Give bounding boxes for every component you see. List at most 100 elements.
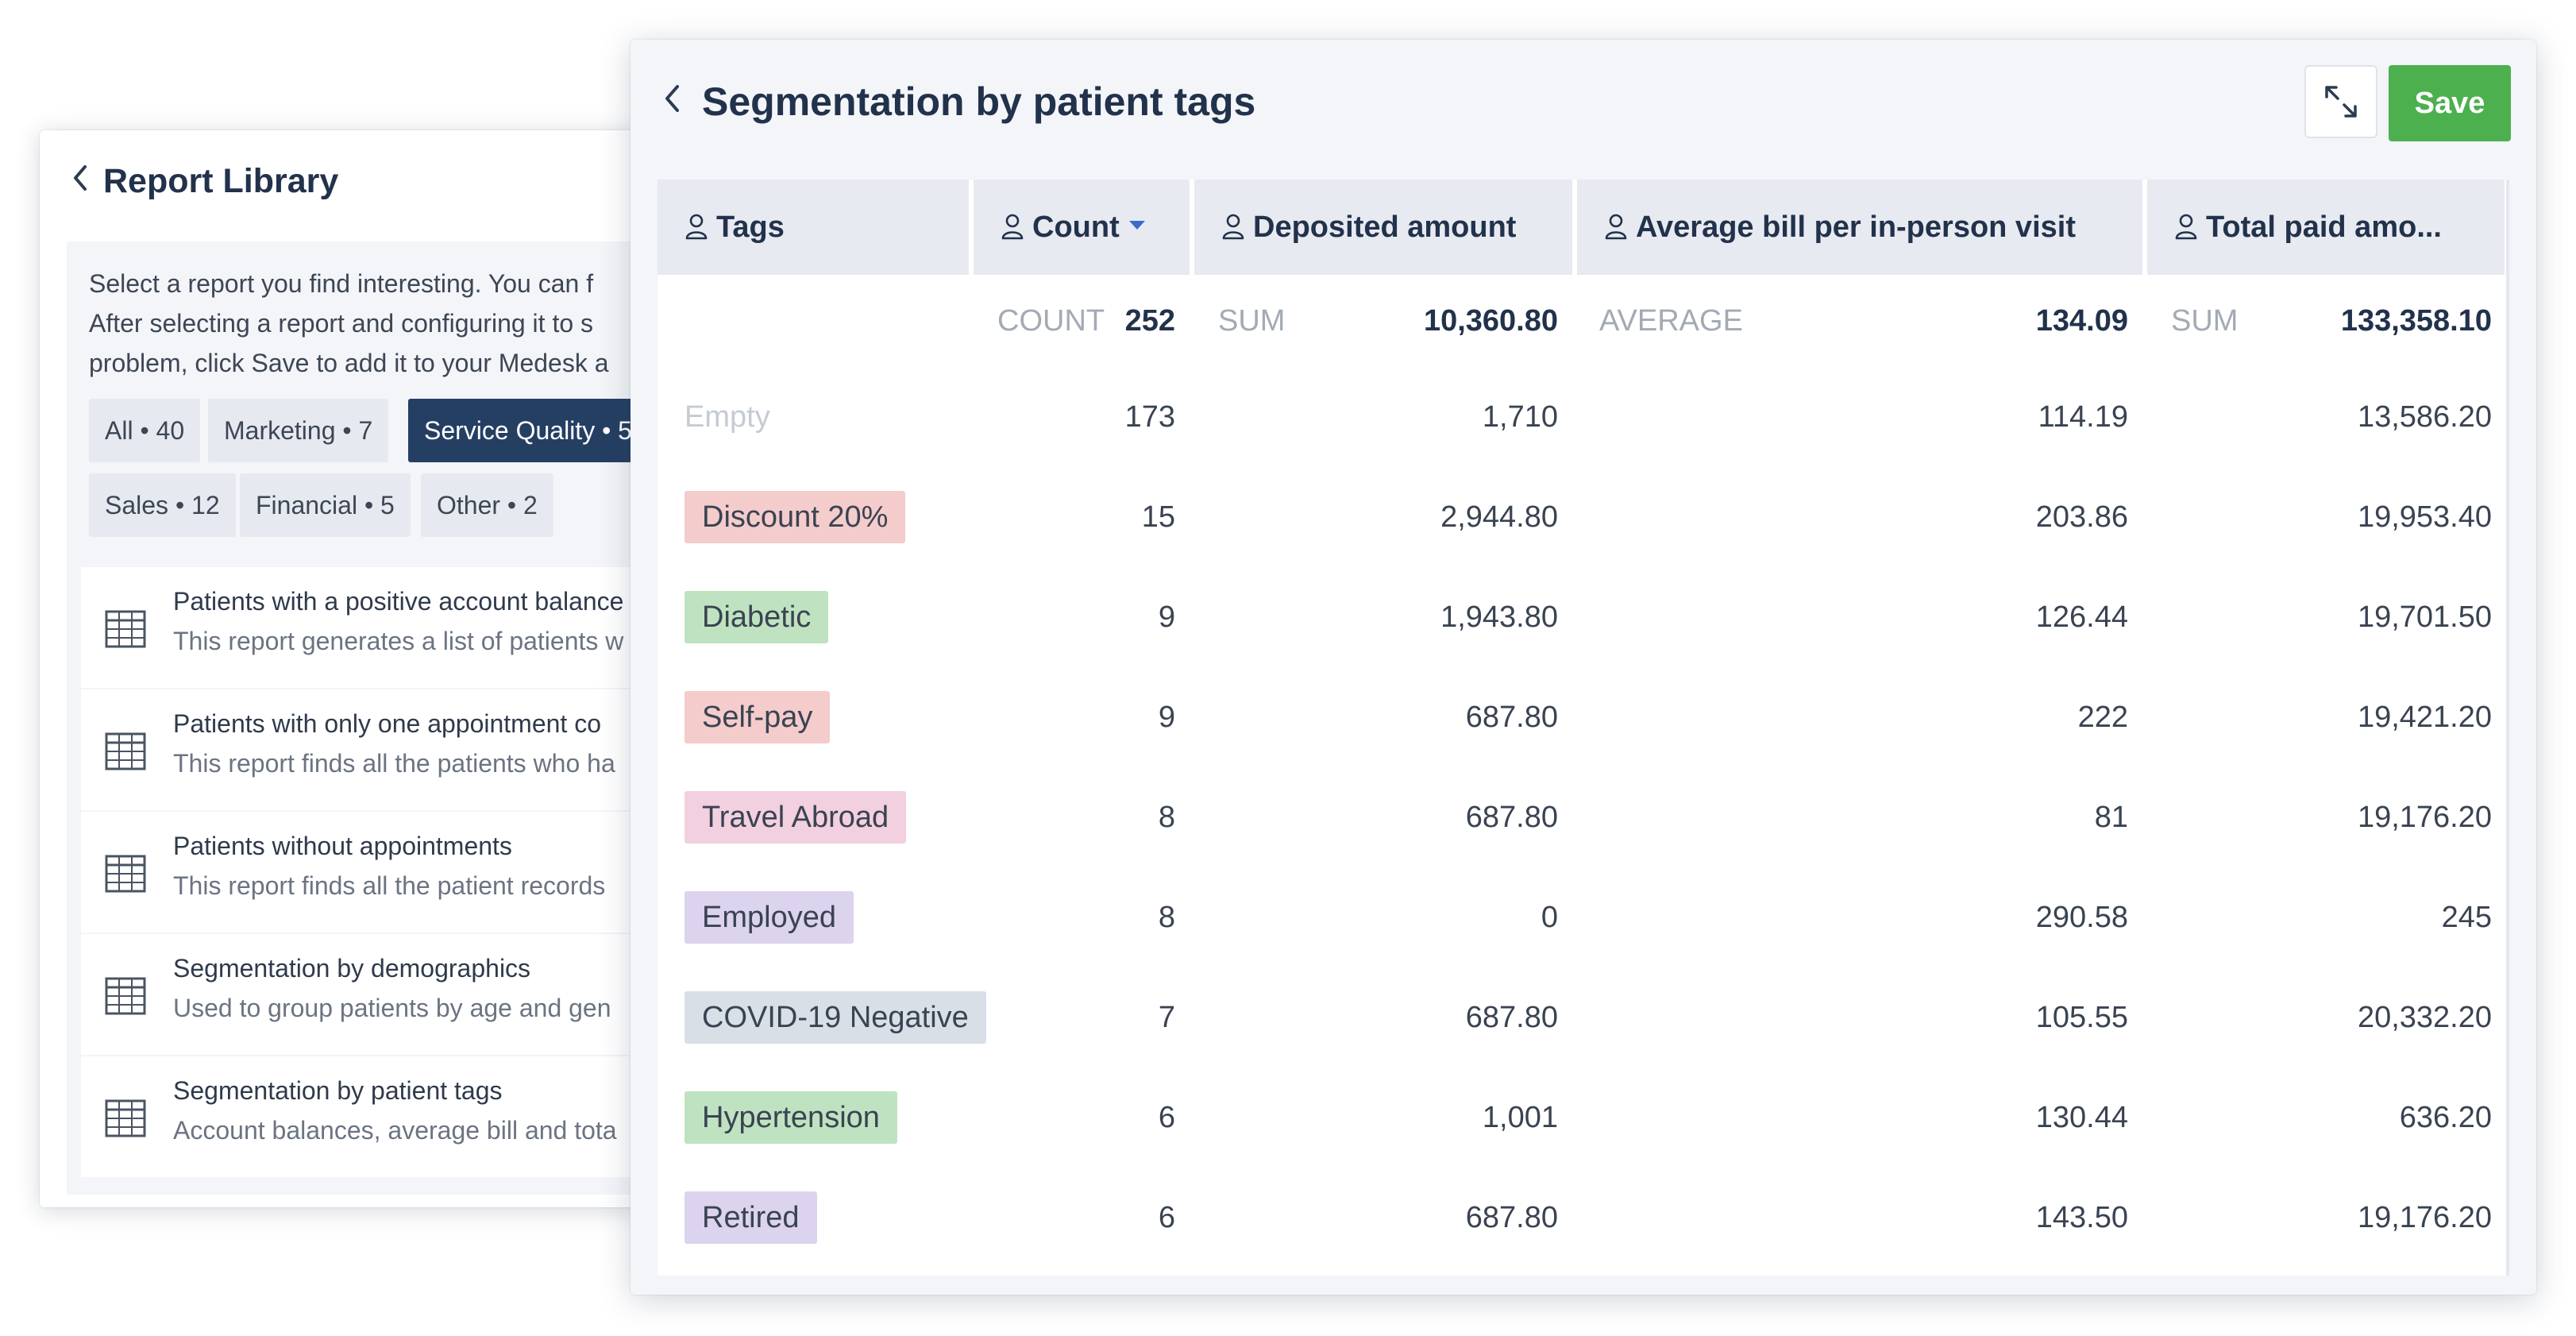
report-table: Tags Count Deposited amount Average bill… — [657, 180, 2509, 1276]
table-grid-icon — [105, 855, 146, 893]
count-cell: 6 — [1158, 1101, 1175, 1134]
filter-chip-marketing[interactable]: Marketing • 7 — [208, 399, 389, 462]
table-header: Tags Count Deposited amount Average bill… — [657, 180, 2509, 275]
total-paid-cell: 13,586.20 — [2357, 400, 2492, 434]
library-header: Report Library — [40, 130, 643, 241]
report-item-description: Account balances, average bill and tota — [173, 1116, 617, 1145]
column-header-tags[interactable]: Tags — [657, 180, 969, 275]
table-grid-icon — [105, 977, 146, 1015]
report-item-description: This report generates a list of patients… — [173, 627, 624, 655]
average-bill-cell: 143.50 — [2035, 1201, 2128, 1234]
count-cell: 7 — [1158, 1001, 1175, 1034]
total-paid-cell: 19,176.20 — [2357, 801, 2492, 834]
library-description-line: problem, click Save to add it to your Me… — [89, 349, 609, 377]
aggregate-label: SUM — [2171, 304, 2239, 338]
total-paid-cell: 20,332.20 — [2357, 1001, 2492, 1034]
total-paid-cell: 19,953.40 — [2357, 500, 2492, 534]
empty-tag-label: Empty — [684, 400, 770, 434]
count-cell: 8 — [1158, 801, 1175, 834]
table-grid-icon — [105, 610, 146, 648]
aggregate-value: 10,360.80 — [1423, 304, 1558, 338]
deposited-amount-cell: 1,001 — [1482, 1101, 1558, 1134]
aggregate-label: SUM — [1218, 304, 1286, 338]
deposited-amount-cell: 687.80 — [1465, 1001, 1558, 1034]
table-row[interactable]: Discount 20% 15 2,944.80 203.86 19,953.40 — [657, 467, 2509, 567]
table-grid-icon — [105, 732, 146, 770]
vertical-scrollbar[interactable] — [2506, 180, 2509, 1276]
aggregate-value: 134.09 — [2035, 304, 2128, 338]
column-header-label: Count — [1032, 210, 1120, 244]
aggregate-label: AVERAGE — [1599, 304, 1743, 338]
filter-chip-financial[interactable]: Financial • 5 — [240, 473, 411, 537]
total-paid-cell: 636.20 — [2399, 1101, 2492, 1134]
save-button[interactable]: Save — [2389, 65, 2511, 141]
count-cell: 6 — [1158, 1201, 1175, 1234]
person-icon — [1605, 214, 1627, 240]
report-list-item[interactable]: Patients with a positive account balance… — [81, 567, 643, 688]
report-item-description: Used to group patients by age and gen — [173, 994, 611, 1022]
count-cell: 9 — [1158, 600, 1175, 634]
deposited-amount-cell: 687.80 — [1465, 1201, 1558, 1234]
average-bill-cell: 114.19 — [2038, 400, 2128, 434]
library-back-icon[interactable] — [71, 159, 92, 203]
report-list-item[interactable]: Segmentation by patient tags Account bal… — [81, 1056, 643, 1177]
column-header-label: Deposited amount — [1253, 210, 1517, 244]
average-bill-cell: 290.58 — [2035, 901, 2128, 934]
filter-chip-all[interactable]: All • 40 — [89, 399, 201, 462]
average-bill-cell: 130.44 — [2035, 1101, 2128, 1134]
report-item-title: Patients with only one appointment co — [173, 709, 601, 738]
column-header-label: Tags — [716, 210, 785, 244]
average-bill-cell: 105.55 — [2035, 1001, 2128, 1034]
table-row[interactable]: Empty 173 1,710 114.19 13,586.20 — [657, 367, 2509, 467]
report-list-item[interactable]: Patients with only one appointment co Th… — [81, 689, 643, 810]
report-back-icon[interactable] — [662, 78, 686, 125]
library-description-line: After selecting a report and configuring… — [89, 309, 594, 338]
report-list-item[interactable]: Patients without appointments This repor… — [81, 812, 643, 932]
person-icon — [2175, 214, 2197, 240]
total-paid-cell: 19,701.50 — [2357, 600, 2492, 634]
column-header-label-group: Count — [1032, 180, 1145, 275]
expand-arrows-icon — [2325, 86, 2357, 118]
table-row[interactable]: Self-pay 9 687.80 222 19,421.20 — [657, 667, 2509, 767]
segmentation-report-panel: Segmentation by patient tags Save Tags C… — [631, 40, 2536, 1295]
tag-badge: Self-pay — [684, 691, 831, 743]
deposited-amount-cell: 687.80 — [1465, 801, 1558, 834]
tag-badge: Travel Abroad — [684, 791, 907, 844]
deposited-amount-cell: 2,944.80 — [1440, 500, 1558, 534]
person-icon — [1001, 214, 1024, 240]
column-header-label: Total paid amo... — [2206, 210, 2442, 244]
tag-badge: Diabetic — [684, 591, 829, 643]
library-title: Report Library — [103, 162, 339, 200]
report-item-title: Patients without appointments — [173, 832, 512, 860]
aggregate-label: COUNT — [997, 304, 1105, 338]
deposited-amount-cell: 1,710 — [1482, 400, 1558, 434]
tag-badge: Retired — [684, 1191, 817, 1244]
library-description-line: Select a report you find interesting. Yo… — [89, 269, 594, 298]
tag-badge: Hypertension — [684, 1091, 897, 1144]
deposited-amount-cell: 687.80 — [1465, 701, 1558, 734]
table-row[interactable]: Employed 8 0 290.58 245 — [657, 867, 2509, 967]
column-header-deposited-amount[interactable]: Deposited amount — [1194, 180, 1572, 275]
average-bill-cell: 126.44 — [2035, 600, 2128, 634]
count-cell: 9 — [1158, 701, 1175, 734]
column-header-average-bill[interactable]: Average bill per in-person visit — [1577, 180, 2142, 275]
expand-button[interactable] — [2304, 65, 2377, 138]
table-row[interactable]: Travel Abroad 8 687.80 81 19,176.20 — [657, 767, 2509, 867]
report-title: Segmentation by patient tags — [702, 79, 1256, 124]
table-row[interactable]: COVID-19 Negative 7 687.80 105.55 20,332.20 — [657, 967, 2509, 1068]
table-row[interactable]: Retired 6 687.80 143.50 19,176.20 — [657, 1168, 2509, 1268]
column-header-count[interactable]: Count — [974, 180, 1190, 275]
filter-chip-other[interactable]: Other • 2 — [421, 473, 553, 537]
average-bill-cell: 222 — [2077, 701, 2128, 734]
report-list-item[interactable]: Segmentation by demographics Used to gro… — [81, 934, 643, 1055]
filter-chip-service-quality[interactable]: Service Quality • 5 — [408, 399, 643, 462]
table-row[interactable]: Hypertension 6 1,001 130.44 636.20 — [657, 1068, 2509, 1168]
filter-chip-sales[interactable]: Sales • 12 — [89, 473, 236, 537]
deposited-amount-cell: 1,943.80 — [1440, 600, 1558, 634]
total-paid-cell: 19,421.20 — [2357, 701, 2492, 734]
count-cell: 8 — [1158, 901, 1175, 934]
column-header-total-paid[interactable]: Total paid amo... — [2147, 180, 2505, 275]
column-header-label: Average bill per in-person visit — [1636, 210, 2076, 244]
total-paid-cell: 245 — [2441, 901, 2492, 934]
table-row[interactable]: Diabetic 9 1,943.80 126.44 19,701.50 — [657, 567, 2509, 667]
